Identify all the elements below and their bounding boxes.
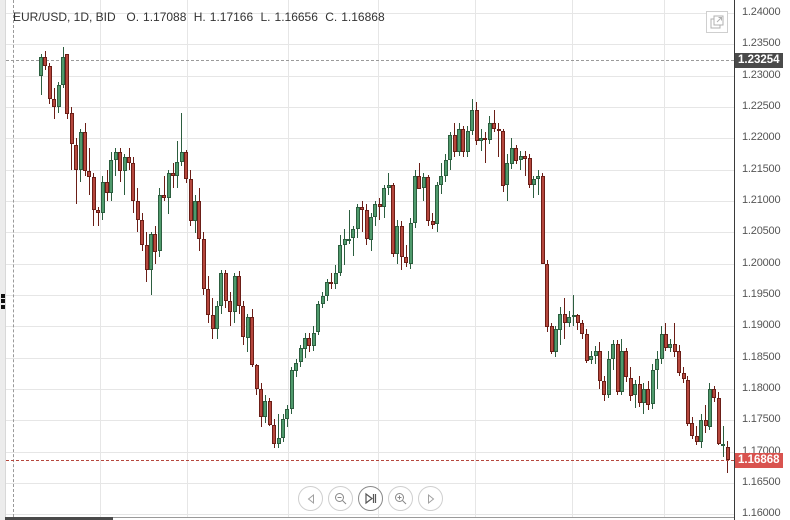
close-label: C. bbox=[325, 10, 338, 24]
price-tick-label: 1.21000 bbox=[742, 194, 781, 206]
price-tick-label: 1.16500 bbox=[742, 476, 781, 488]
grid-line-horizontal bbox=[6, 483, 734, 484]
price-tick-label: 1.22500 bbox=[742, 100, 781, 112]
grid-line-horizontal bbox=[6, 326, 734, 327]
price-tick-label: 1.19500 bbox=[742, 288, 781, 300]
grid-line-horizontal bbox=[6, 138, 734, 139]
scroll-right-button[interactable] bbox=[418, 486, 443, 511]
high-value: 1.17166 bbox=[209, 10, 254, 24]
symbol-label: EUR/USD, 1D, BID bbox=[13, 10, 116, 24]
price-tick-label: 1.17500 bbox=[742, 413, 781, 425]
chart-navigation bbox=[298, 486, 443, 512]
grid-line-vertical bbox=[288, 0, 289, 517]
grid-line-horizontal bbox=[6, 389, 734, 390]
grid-line-vertical bbox=[475, 0, 476, 517]
grid-line-horizontal bbox=[6, 170, 734, 171]
price-tick-label: 1.20000 bbox=[742, 257, 781, 269]
grid-line-horizontal bbox=[6, 201, 734, 202]
grid-line-vertical bbox=[100, 0, 101, 517]
chart-plot-area[interactable] bbox=[6, 0, 734, 517]
grid-line-horizontal bbox=[6, 295, 734, 296]
reset-to-latest-button[interactable] bbox=[358, 486, 383, 511]
zoom-in-button[interactable] bbox=[388, 486, 413, 511]
crosshair-vertical bbox=[13, 0, 14, 517]
close-value: 1.16868 bbox=[341, 10, 385, 24]
grid-line-horizontal bbox=[6, 514, 734, 515]
price-tick-label: 1.23500 bbox=[742, 37, 781, 49]
grid-line-horizontal bbox=[6, 13, 734, 14]
grid-line-horizontal bbox=[6, 76, 734, 77]
high-label: H. bbox=[193, 10, 206, 24]
price-tick-label: 1.19000 bbox=[742, 319, 781, 331]
price-tick-label: 1.20500 bbox=[742, 225, 781, 237]
scroll-left-button[interactable] bbox=[298, 486, 323, 511]
skip-to-end-icon bbox=[365, 492, 377, 505]
zoom-in-icon bbox=[395, 493, 407, 505]
triangle-left-icon bbox=[307, 493, 314, 504]
popout-icon bbox=[710, 15, 724, 29]
grid-line-horizontal bbox=[6, 420, 734, 421]
resize-handle-dot[interactable] bbox=[1, 305, 5, 309]
zoom-out-icon bbox=[335, 493, 347, 505]
ohlc-legend: EUR/USD, 1D, BID O. 1.17088 H. 1.17166 L. 1… bbox=[13, 10, 389, 24]
price-tick-label: 1.21500 bbox=[742, 163, 781, 175]
crosshair-horizontal bbox=[6, 60, 734, 61]
grid-line-horizontal bbox=[6, 44, 734, 45]
last-price-line bbox=[6, 460, 734, 461]
time-axis-border bbox=[5, 517, 734, 518]
grid-line-horizontal bbox=[6, 264, 734, 265]
crosshair-price-tag: 1.23254 bbox=[735, 53, 783, 68]
grid-line-vertical bbox=[378, 0, 379, 517]
price-tick-label: 1.23000 bbox=[742, 69, 781, 81]
low-value: 1.16656 bbox=[274, 10, 318, 24]
grid-line-horizontal bbox=[6, 358, 734, 359]
grid-line-vertical bbox=[572, 0, 573, 517]
resize-handle-dot[interactable] bbox=[1, 299, 5, 303]
grid-line-horizontal bbox=[6, 107, 734, 108]
last-price-tag: 1.16868 bbox=[735, 453, 783, 468]
resize-handle-dot[interactable] bbox=[1, 294, 5, 298]
triangle-right-icon bbox=[427, 493, 434, 504]
zoom-out-button[interactable] bbox=[328, 486, 353, 511]
price-tick-label: 1.18000 bbox=[742, 382, 781, 394]
price-axis[interactable]: 1.24000 1.23500 1.23000 1.22500 1.22000 1.215… bbox=[734, 0, 790, 520]
left-panel-edge bbox=[0, 0, 6, 520]
grid-line-vertical bbox=[187, 0, 188, 517]
price-tick-label: 1.22000 bbox=[742, 131, 781, 143]
grid-line-vertical bbox=[664, 0, 665, 517]
grid-line-horizontal bbox=[6, 452, 734, 453]
low-label: L. bbox=[260, 10, 271, 24]
popout-button[interactable] bbox=[706, 11, 728, 33]
price-tick-label: 1.16000 bbox=[742, 507, 781, 519]
open-label: O. bbox=[126, 10, 140, 24]
price-tick-label: 1.24000 bbox=[742, 6, 781, 18]
open-value: 1.17088 bbox=[143, 10, 187, 24]
horizontal-scrollbar[interactable] bbox=[5, 517, 113, 520]
price-tick-label: 1.18500 bbox=[742, 351, 781, 363]
